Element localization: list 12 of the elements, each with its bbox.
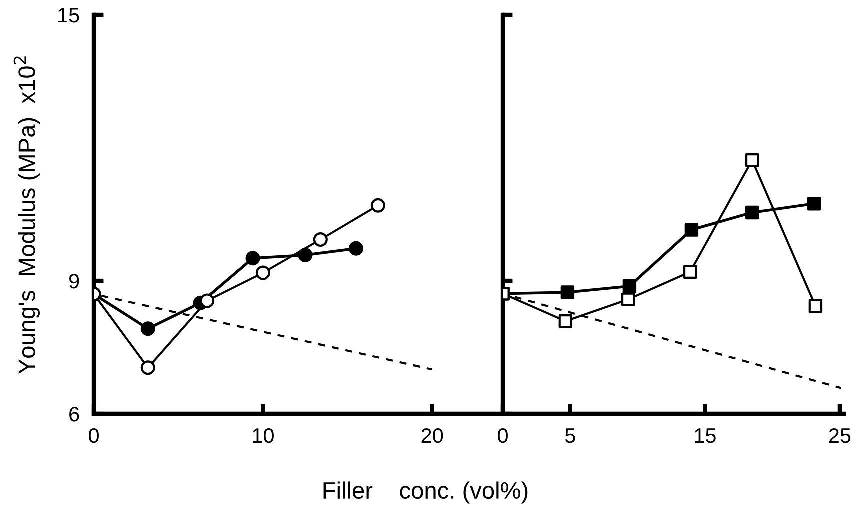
x-tick-label: 0 [89, 428, 99, 444]
y-tick-label: 9 [70, 274, 80, 289]
x-tick-label: 20 [422, 428, 444, 444]
x-axis-title: Filler conc. (vol%) [324, 482, 528, 504]
x-tick-label: 5 [565, 428, 576, 444]
y-axis-title: Young's Modulus (MPa) x10$^{2}$ [14, 56, 40, 374]
x-tick-label: 25 [829, 428, 851, 444]
y-tick-label: 6 [70, 407, 80, 422]
x-tick-label: 0 [498, 428, 508, 444]
x-tick-label: 10 [253, 428, 274, 444]
y-tick-label: 15 [58, 8, 80, 23]
x-tick-label: 15 [695, 428, 716, 444]
